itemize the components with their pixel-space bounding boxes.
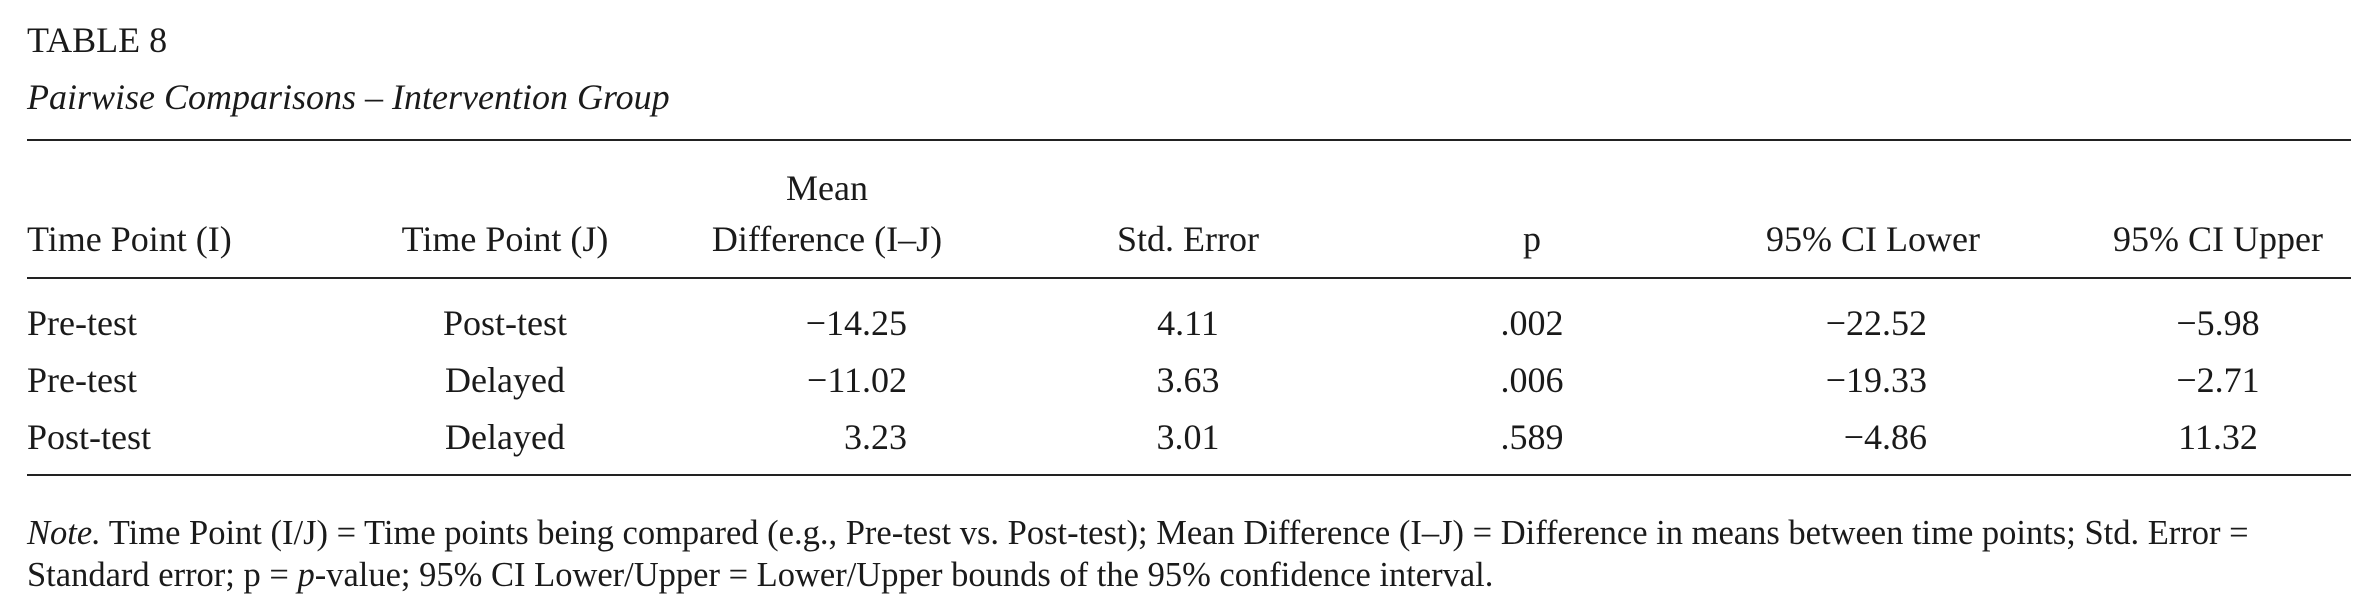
- table-cell: Delayed: [445, 417, 565, 457]
- column-header: Difference (I–J): [711, 219, 943, 259]
- note-label: Note.: [27, 514, 101, 552]
- table-cell: .002: [1500, 303, 1564, 343]
- table-cell: 3.23: [844, 417, 907, 457]
- table-subtitle: Pairwise Comparisons – Intervention Grou…: [27, 77, 670, 117]
- table-cell: Post-test: [27, 417, 152, 457]
- table-cell: Delayed: [445, 360, 565, 400]
- table-cell: Post-test: [442, 303, 568, 343]
- column-header: Std. Error: [1117, 219, 1259, 259]
- table-cell: Pre-test: [27, 360, 137, 400]
- column-header: 95% CI Upper: [2113, 219, 2323, 259]
- table-cell: 11.32: [2178, 417, 2258, 457]
- table-cell: .006: [1500, 360, 1564, 400]
- header-rule: [27, 277, 2351, 279]
- table-cell: −22.52: [1825, 303, 1927, 343]
- table-cell: 3.63: [1156, 360, 1220, 400]
- column-header: p: [1523, 219, 1541, 259]
- note-text: -value; 95% CI Lower/Upper = Lower/Upper…: [314, 556, 1494, 594]
- bottom-rule: [27, 474, 2351, 476]
- table-cell: −11.02: [807, 360, 907, 400]
- column-header: Time Point (J): [401, 219, 609, 259]
- column-header: Mean: [786, 168, 868, 208]
- table-cell: −19.33: [1825, 360, 1927, 400]
- table-cell: .589: [1500, 417, 1564, 457]
- top-rule: [27, 139, 2351, 141]
- column-header: Time Point (I): [27, 219, 232, 259]
- table-note: Note. Time Point (I/J) = Time points bei…: [27, 512, 2357, 596]
- note-italic: p: [297, 556, 315, 594]
- table-cell: −5.98: [2176, 303, 2260, 343]
- table-cell: −14.25: [805, 303, 907, 343]
- table-cell: 4.11: [1157, 303, 1219, 343]
- table-title: TABLE 8: [27, 20, 168, 60]
- note-text: Time Point (I/J) = Time points being com…: [27, 514, 2249, 594]
- table-cell: −4.86: [1843, 417, 1927, 457]
- table-cell: Pre-test: [27, 303, 137, 343]
- column-header: 95% CI Lower: [1766, 219, 1980, 259]
- table-cell: 3.01: [1156, 417, 1220, 457]
- table-cell: −2.71: [2176, 360, 2260, 400]
